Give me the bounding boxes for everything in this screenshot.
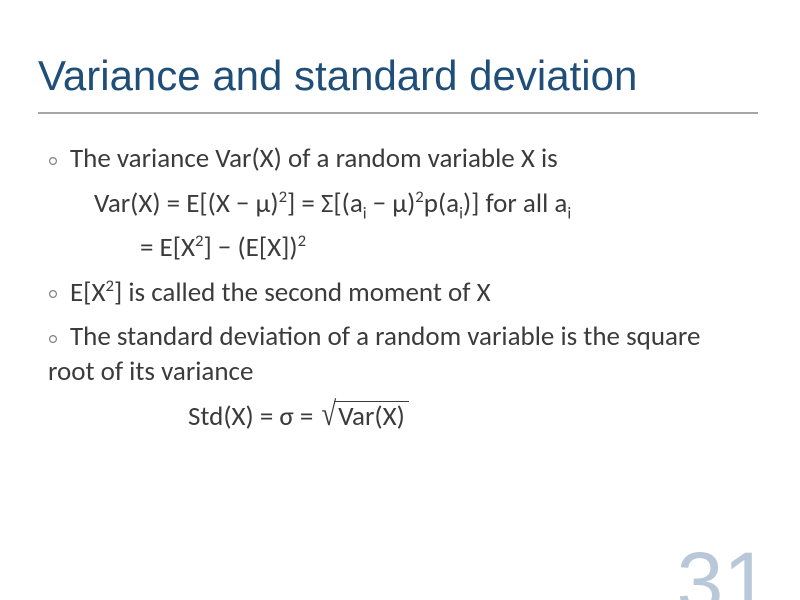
text: ] − (E[X]) bbox=[204, 231, 298, 264]
slide-title: Variance and standard deviation bbox=[38, 52, 637, 100]
radicand: Var(X) bbox=[334, 401, 409, 432]
sqrt-icon: √Var(X) bbox=[319, 399, 408, 435]
bullet-ring-icon bbox=[48, 334, 58, 344]
text: The standard deviation of a random varia… bbox=[48, 320, 700, 388]
bullet-ring-icon bbox=[48, 289, 58, 299]
page-number: 31 bbox=[677, 540, 770, 600]
text: E[X bbox=[70, 276, 105, 309]
superscript-2: 2 bbox=[298, 231, 306, 251]
text: Var(X) = E[(X − μ) bbox=[94, 187, 279, 220]
text: = E[X bbox=[140, 231, 195, 264]
stddev-definition-line: The standard deviation of a random varia… bbox=[48, 320, 752, 389]
superscript-2: 2 bbox=[279, 187, 287, 207]
text: The variance Var(X) of a random variable… bbox=[70, 142, 558, 175]
slide: { "colors": { "title": "#1f4e79", "under… bbox=[0, 0, 800, 600]
variance-formula-line-2: = E[X2] − (E[X])2 bbox=[48, 231, 752, 266]
radical-symbol: √ bbox=[321, 393, 336, 436]
text: − μ) bbox=[367, 187, 416, 220]
definition-line: The variance Var(X) of a random variable… bbox=[48, 142, 752, 177]
text: p(a bbox=[424, 187, 459, 220]
slide-body: The variance Var(X) of a random variable… bbox=[48, 142, 752, 445]
superscript-2: 2 bbox=[105, 276, 113, 296]
title-underline bbox=[38, 112, 758, 114]
text: ] is called the second moment of X bbox=[114, 276, 491, 309]
text: )] for all a bbox=[463, 187, 567, 220]
variance-formula-line-1: Var(X) = E[(X − μ)2] = Σ[(ai − μ)2p(ai)]… bbox=[48, 187, 752, 222]
text: Std(X) = σ = bbox=[188, 400, 319, 433]
superscript-2: 2 bbox=[195, 231, 203, 251]
text: ] = Σ[(a bbox=[287, 187, 363, 220]
superscript-2: 2 bbox=[415, 187, 423, 207]
second-moment-line: E[X2] is called the second moment of X bbox=[48, 276, 752, 311]
subscript-i: i bbox=[567, 203, 571, 223]
stddev-formula-line: Std(X) = σ = √Var(X) bbox=[48, 399, 752, 435]
bullet-ring-icon bbox=[48, 156, 58, 166]
